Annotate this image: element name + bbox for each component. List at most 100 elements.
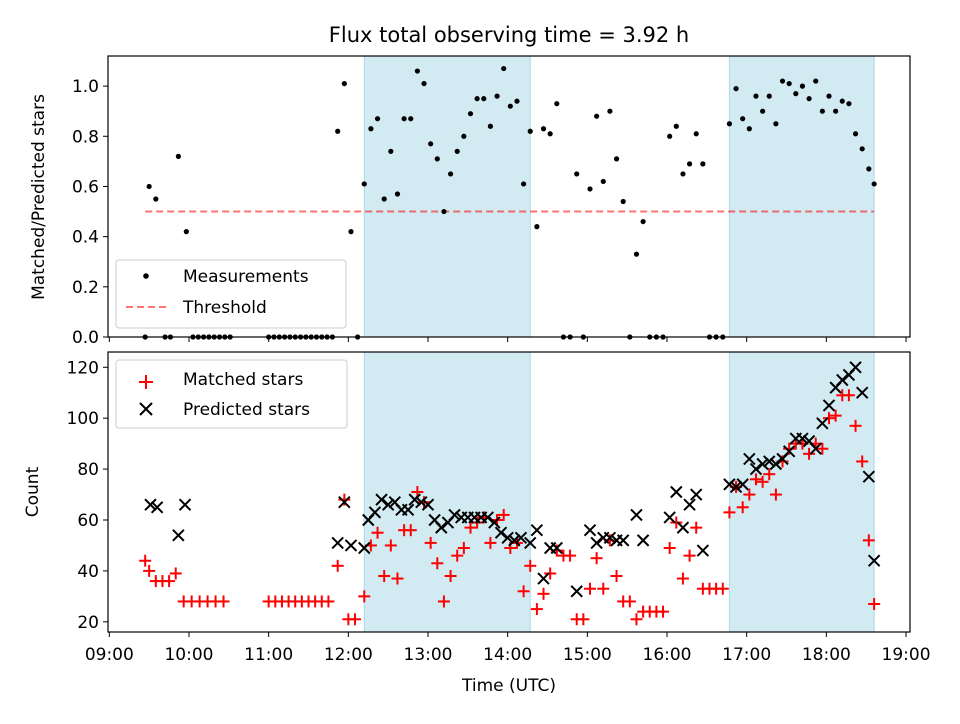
measurement-point bbox=[414, 68, 420, 74]
measurement-point bbox=[746, 126, 752, 132]
measurement-point bbox=[527, 128, 533, 134]
bottom-xtick-label: 12:00 bbox=[324, 645, 373, 665]
matched-star-point bbox=[577, 613, 590, 626]
matched-star-point bbox=[670, 516, 683, 529]
matched-star-point bbox=[431, 557, 444, 570]
matched-star-point bbox=[749, 473, 762, 486]
matched-star-point bbox=[358, 590, 371, 603]
predicted-star-point bbox=[756, 457, 769, 471]
predicted-star-point bbox=[368, 506, 382, 519]
bottom-xlabel: Time (UTC) bbox=[461, 676, 556, 696]
predicted-star-point bbox=[663, 511, 676, 524]
measurement-point bbox=[826, 93, 832, 99]
measurement-point bbox=[760, 108, 766, 114]
predicted-star-point bbox=[415, 495, 428, 509]
predicted-star-point bbox=[583, 523, 597, 537]
matched-star-point bbox=[404, 524, 417, 537]
measurement-point bbox=[786, 80, 792, 87]
matched-star-point bbox=[630, 613, 643, 626]
matched-star-point bbox=[437, 595, 450, 608]
measurement-point bbox=[793, 91, 799, 97]
matched-star-point bbox=[139, 554, 152, 567]
measurement-point bbox=[871, 181, 877, 187]
predicted-star-point bbox=[670, 485, 683, 499]
measurement-point bbox=[819, 108, 825, 114]
predicted-star-point bbox=[763, 455, 776, 468]
matched-star-point bbox=[169, 567, 182, 580]
predicted-star-point bbox=[381, 498, 395, 511]
top-ytick-label: 0.0 bbox=[72, 328, 99, 348]
measurement-point bbox=[813, 78, 819, 84]
matched-star-point bbox=[371, 526, 384, 539]
matched-star-point bbox=[663, 542, 676, 554]
predicted-star-point bbox=[514, 531, 528, 545]
measurement-point bbox=[447, 171, 454, 177]
measurement-point bbox=[613, 156, 620, 162]
legend-matched-label: Matched stars bbox=[183, 370, 303, 390]
matched-star-point bbox=[597, 582, 610, 595]
matched-star-point bbox=[803, 447, 816, 460]
matched-star-point bbox=[756, 475, 769, 488]
measurement-point bbox=[487, 123, 494, 129]
predicted-star-point bbox=[408, 493, 421, 506]
matched-star-point bbox=[217, 595, 230, 608]
measurement-point bbox=[640, 218, 646, 225]
measurement-point bbox=[620, 198, 626, 205]
bottom-ytick-label: 100 bbox=[67, 409, 99, 429]
measurement-point bbox=[507, 103, 513, 109]
bottom-xtick-label: 15:00 bbox=[563, 645, 612, 665]
measurement-point bbox=[633, 251, 640, 257]
top-axes-frame bbox=[107, 55, 911, 338]
matched-star-point bbox=[464, 521, 477, 534]
matched-star-point bbox=[676, 572, 689, 585]
measurement-point bbox=[799, 83, 806, 89]
measurement-point bbox=[401, 116, 407, 122]
bottom-ytick-label: 40 bbox=[77, 562, 99, 582]
predicted-star-point bbox=[822, 399, 836, 412]
matched-star-point bbox=[743, 488, 756, 501]
measurement-point bbox=[833, 108, 839, 114]
top-panel: 0.0 0.2 0.4 0.6 0.8 1.0 Matched/Predicted sta… bbox=[29, 55, 911, 348]
measurement-point bbox=[766, 93, 772, 99]
matched-star-point bbox=[564, 549, 577, 562]
bottom-xtick-label: 14:00 bbox=[483, 645, 532, 665]
matched-star-point bbox=[716, 582, 729, 595]
measurement-point bbox=[381, 196, 387, 202]
bottom-ylabel: Count bbox=[23, 466, 43, 517]
measurement-point bbox=[368, 126, 374, 132]
matched-star-point bbox=[444, 570, 457, 582]
measurement-point bbox=[667, 133, 673, 139]
measurement-point bbox=[428, 141, 434, 147]
predicted-star-point bbox=[530, 523, 544, 537]
predicted-star-point bbox=[782, 445, 796, 458]
measurement-point bbox=[348, 229, 354, 235]
bottom-legend: Matched stars Predicted stars bbox=[115, 359, 348, 429]
predicted-star-point bbox=[849, 361, 862, 374]
predicted-star-point bbox=[331, 536, 344, 550]
top-shaded-interval-1 bbox=[363, 55, 531, 338]
top-ytick-label: 0.8 bbox=[72, 127, 99, 147]
measurement-point bbox=[461, 133, 467, 139]
matched-star-point bbox=[690, 521, 703, 534]
predicted-star-point bbox=[537, 572, 550, 585]
matched-star-point bbox=[856, 455, 869, 468]
measurement-point bbox=[501, 65, 507, 72]
bottom-ytick-label: 80 bbox=[77, 460, 99, 480]
matched-star-point bbox=[590, 552, 603, 565]
matched-star-point bbox=[338, 493, 351, 506]
bottom-xtick-label: 19:00 bbox=[882, 645, 931, 665]
measurement-point bbox=[846, 101, 852, 107]
matched-star-point bbox=[322, 595, 335, 608]
matched-star-point bbox=[457, 542, 470, 554]
predicted-star-point bbox=[736, 478, 749, 491]
bottom-xtick-label: 16:00 bbox=[643, 645, 692, 665]
measurement-point bbox=[859, 146, 865, 152]
matched-star-point bbox=[384, 539, 397, 552]
bottom-xtick-label: 18:00 bbox=[802, 645, 851, 665]
predicted-star-point bbox=[375, 493, 388, 506]
predicted-star-point bbox=[816, 417, 829, 430]
measurement-point bbox=[806, 96, 812, 102]
matched-star-point bbox=[783, 442, 796, 455]
measurement-point bbox=[341, 80, 347, 87]
measurement-point bbox=[481, 96, 487, 102]
